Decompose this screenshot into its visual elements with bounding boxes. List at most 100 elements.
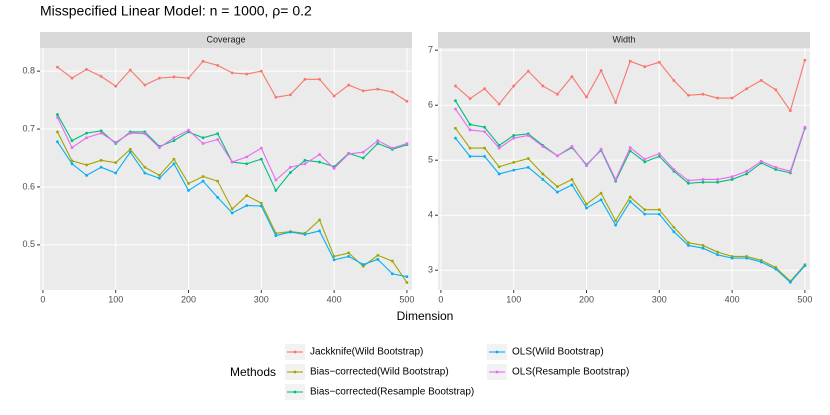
y-tick-label: 0.8	[22, 66, 35, 76]
data-point	[759, 260, 763, 264]
data-point	[259, 204, 263, 208]
legend-swatch-point	[293, 350, 297, 354]
data-point	[526, 157, 530, 160]
data-point	[483, 146, 486, 150]
data-point	[318, 229, 321, 233]
data-point	[483, 154, 486, 158]
legend-title: Methods	[230, 365, 276, 379]
legend-label: OLS(Wild Bootstrap)	[512, 347, 604, 358]
legend-label: Bias−corrected(Wild Bootstrap)	[310, 367, 449, 378]
x-tick-label: 200	[181, 294, 196, 304]
data-point	[687, 93, 690, 97]
data-point	[201, 175, 205, 178]
data-point	[201, 136, 205, 140]
data-point	[128, 68, 132, 72]
data-point	[687, 179, 690, 182]
data-point	[405, 281, 409, 284]
data-point	[259, 69, 263, 73]
legend-swatch-point	[293, 390, 297, 394]
data-point	[614, 178, 618, 181]
data-point	[657, 152, 661, 156]
data-point	[289, 171, 292, 174]
data-point	[187, 76, 190, 80]
data-point	[56, 130, 59, 134]
chart-title: Misspecified Linear Model: n = 1000, ρ= …	[40, 3, 312, 19]
data-point	[216, 132, 220, 136]
data-point	[332, 94, 336, 98]
legend-swatch-point	[495, 370, 499, 374]
data-point	[172, 75, 176, 79]
data-point	[70, 159, 74, 163]
data-point	[143, 132, 147, 136]
data-point	[657, 208, 661, 212]
data-point	[687, 181, 690, 185]
x-tick-label: 0	[40, 294, 45, 304]
x-tick-label: 200	[579, 294, 594, 304]
data-point	[361, 150, 365, 154]
data-point	[526, 165, 530, 169]
x-tick-label: 100	[506, 294, 521, 304]
data-point	[70, 76, 74, 80]
data-point	[172, 162, 176, 166]
x-axis-title: Dimension	[397, 309, 454, 323]
data-point	[497, 102, 501, 106]
data-point	[230, 160, 234, 164]
data-point	[56, 113, 59, 116]
data-point	[788, 109, 792, 113]
data-point	[157, 176, 161, 180]
data-point	[454, 136, 457, 140]
data-point	[128, 150, 132, 154]
data-point	[143, 165, 147, 169]
data-point	[85, 136, 88, 140]
data-point	[454, 99, 457, 103]
data-point	[497, 143, 501, 147]
data-point	[245, 194, 249, 198]
data-point	[454, 84, 457, 88]
data-point	[274, 178, 278, 182]
data-point	[318, 160, 321, 164]
data-point	[361, 89, 365, 93]
data-point	[628, 59, 632, 63]
data-point	[672, 230, 676, 234]
data-point	[555, 190, 559, 194]
data-point	[687, 241, 690, 245]
data-point	[187, 189, 190, 192]
legend-label: OLS(Resample Bootstrap)	[512, 367, 629, 378]
data-point	[716, 180, 719, 184]
data-point	[570, 183, 574, 187]
data-point	[526, 134, 530, 137]
data-point	[289, 230, 292, 234]
data-point	[643, 160, 647, 164]
data-point	[347, 152, 351, 156]
data-point	[585, 206, 588, 210]
data-point	[56, 116, 59, 119]
data-point	[289, 165, 292, 169]
legend-label: Jackknife(Wild Bootstrap)	[310, 347, 423, 358]
data-point	[99, 74, 103, 78]
data-point	[143, 171, 147, 175]
data-point	[643, 65, 647, 69]
data-point	[376, 87, 380, 91]
data-point	[454, 126, 457, 130]
data-point	[259, 201, 263, 205]
data-point	[643, 212, 647, 216]
data-point	[803, 125, 807, 129]
data-point	[274, 95, 278, 99]
data-point	[555, 154, 559, 158]
data-point	[701, 244, 705, 247]
data-point	[332, 258, 336, 262]
data-point	[172, 136, 176, 140]
data-point	[672, 79, 676, 82]
y-tick-label: 5	[428, 155, 433, 165]
data-point	[230, 71, 234, 75]
data-point	[788, 280, 792, 284]
data-point	[555, 185, 559, 189]
data-point	[788, 169, 792, 173]
data-point	[332, 167, 336, 170]
data-point	[390, 146, 394, 150]
data-point	[216, 138, 220, 141]
data-point	[570, 145, 574, 148]
data-point	[774, 168, 778, 171]
data-point	[628, 195, 632, 199]
data-point	[468, 97, 472, 100]
